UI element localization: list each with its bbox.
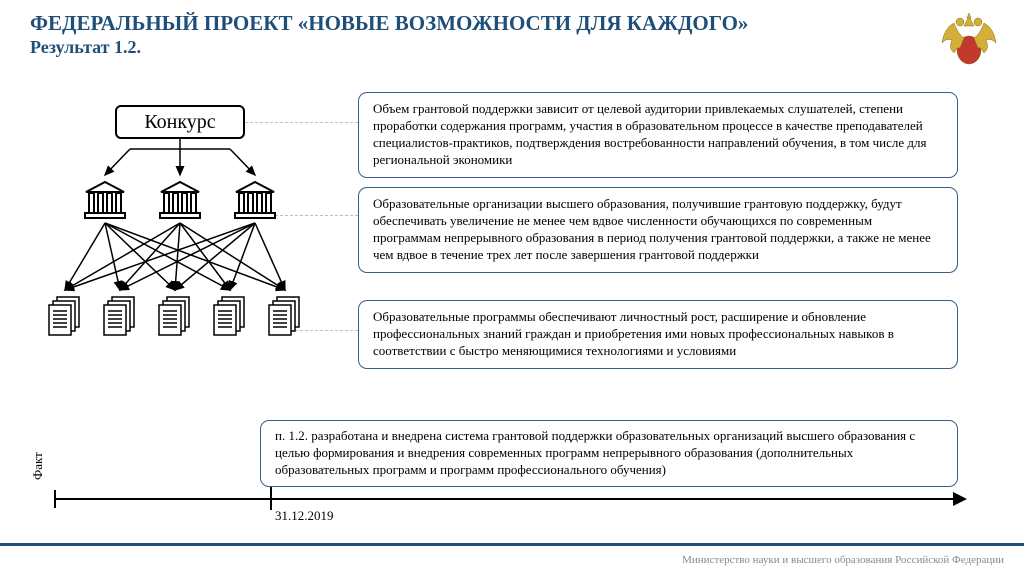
document-stack-icon xyxy=(47,295,83,337)
institution-icon xyxy=(157,180,203,220)
document-stack-icon xyxy=(157,295,193,337)
result-description-box: п. 1.2. разработана и внедрена система г… xyxy=(260,420,958,487)
page-title: ФЕДЕРАЛЬНЫЙ ПРОЕКТ «НОВЫЕ ВОЗМОЖНОСТИ ДЛ… xyxy=(30,12,924,35)
info-box-1: Объем грантовой поддержки зависит от цел… xyxy=(358,92,958,178)
header: ФЕДЕРАЛЬНЫЙ ПРОЕКТ «НОВЫЕ ВОЗМОЖНОСТИ ДЛ… xyxy=(30,12,924,58)
institution-icon xyxy=(232,180,278,220)
info-box-2: Образовательные организации высшего обра… xyxy=(358,187,958,273)
info-box-3: Образовательные программы обеспечивают л… xyxy=(358,300,958,369)
document-stack-icon xyxy=(212,295,248,337)
timeline-axis-label: Факт xyxy=(30,452,46,480)
timeline: 31.12.2019 xyxy=(55,490,965,530)
footer-text: Министерство науки и высшего образования… xyxy=(682,554,1004,566)
document-stack-icon xyxy=(267,295,303,337)
page-subtitle: Результат 1.2. xyxy=(30,37,924,58)
document-stack-icon xyxy=(102,295,138,337)
institution-icon xyxy=(82,180,128,220)
timeline-date: 31.12.2019 xyxy=(275,508,334,524)
emblem-icon xyxy=(934,8,1004,68)
hierarchy-diagram: Конкурс xyxy=(50,105,330,405)
footer-divider xyxy=(0,543,1024,546)
